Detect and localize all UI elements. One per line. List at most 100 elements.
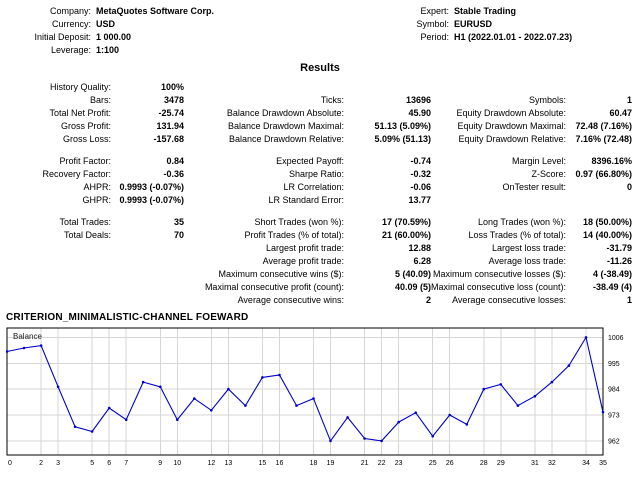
stat-value-r15c1 [111,268,184,281]
stat-value-r2c5: 60.47 [609,108,632,118]
stat-label-r6c4: Margin Level: [511,156,566,166]
y-axis-tick-label: 962 [608,438,620,445]
stat-value-r0c1: 100% [160,82,184,92]
stat-value-r14c5: -11.26 [606,256,632,266]
stat-label-r2c2: Balance Drawdown Absolute: [226,108,344,118]
stats-spacer [6,207,632,216]
header-left-label-2: Initial Deposit: [34,32,91,42]
stat-value-r17c3: 2 [425,295,431,305]
stat-label-r14c0 [6,255,111,268]
header-left-value-3: 1:100 [96,45,120,55]
criterion-title: CRITERION_MINIMALISTIC-CHANNEL FOEWARD [6,312,249,323]
stat-value-r3c3: 51.13 (5.09%) [374,121,431,131]
stat-value-r2c3: 45.90 [408,108,431,118]
stat-value-r11c1: 35 [173,217,184,227]
balance-chart: Balance 962 973 984 995 1006 0 2 3 5 6 7 9 10 12 13 15 16… [5,325,634,473]
stat-value-r9c5 [566,194,632,207]
y-axis-tick-label: 995 [608,361,620,368]
stat-label-r13c2: Largest profit trade: [265,243,344,253]
y-axis-tick-label: 984 [608,387,620,394]
stat-value-r0c5 [566,81,632,94]
stat-label-r0c4 [431,81,566,94]
x-axis-tick-label: 12 [207,460,215,467]
stat-label-r4c0: Gross Loss: [62,134,111,144]
stat-label-r15c0 [6,268,111,281]
stat-label-r4c2: Balance Drawdown Relative: [228,134,344,144]
header-left-value-2: 1 000.00 [96,32,132,42]
report-header: Company: MetaQuotes Software Corp. Currenc… [6,5,634,56]
stat-value-r16c1 [111,281,184,294]
stat-label-r4c4: Equity Drawdown Relative: [458,134,566,144]
header-right-label-2: Period: [420,32,449,42]
stat-label-r3c0: Gross Profit: [60,121,111,131]
stat-label-r11c0: Total Trades: [59,217,111,227]
stat-label-r9c4 [431,194,566,207]
stat-label-r1c0: Bars: [89,95,111,105]
stat-value-r9c1: 0.9993 (-0.07%) [119,195,184,205]
stat-value-r1c1: 3478 [163,95,184,105]
stat-label-r0c0: History Quality: [49,82,111,92]
header-right-label-0: Expert: [420,6,449,16]
stat-label-r16c0 [6,281,111,294]
header-left-label-1: Currency: [51,19,91,29]
stat-value-r6c1: 0.84 [166,156,184,166]
stat-value-r4c5: 7.16% (72.48) [575,134,632,144]
stat-label-r14c4: Average loss trade: [488,256,566,266]
stat-label-r17c2: Average consecutive wins: [237,295,344,305]
chart-legend-balance: Balance [13,332,42,341]
stat-label-r12c2: Profit Trades (% of total): [244,230,344,240]
stat-label-r16c4: Maximal consecutive loss (count): [431,282,567,292]
stat-value-r14c1 [111,255,184,268]
x-axis-tick-label: 6 [107,460,111,467]
stat-label-r6c2: Expected Payoff: [276,156,344,166]
stat-value-r0c3 [344,81,431,94]
header-left-label-0: Company: [49,6,91,16]
x-axis-tick-label: 3 [56,460,60,467]
stat-value-r12c5: 14 (40.00%) [582,230,632,240]
y-axis-tick-label: 1006 [608,335,624,342]
x-axis-tick-label: 19 [327,460,335,467]
stat-label-r16c2: Maximal consecutive profit (count): [204,282,344,292]
x-axis-tick-label: 10 [173,460,181,467]
stat-value-r8c3: -0.06 [410,182,431,192]
x-axis-tick-label: 21 [361,460,369,467]
stat-value-r2c1: -25.74 [158,108,184,118]
x-axis-tick-label: 2 [39,460,43,467]
stat-label-r2c4: Equity Drawdown Absolute: [456,108,566,118]
y-axis-tick-label: 973 [608,413,620,420]
stat-label-r11c2: Short Trades (won %): [254,217,344,227]
stat-value-r12c3: 21 (60.00%) [381,230,431,240]
stat-value-r1c5: 1 [626,95,632,105]
x-axis-tick-label: 5 [90,460,94,467]
stat-value-r7c5: 0.97 (66.80%) [575,169,632,179]
stat-value-r7c3: -0.32 [410,169,431,179]
header-right-value-2: H1 (2022.01.01 - 2022.07.23) [454,32,573,42]
stat-label-r3c2: Balance Drawdown Maximal: [227,121,344,131]
stat-label-r15c4: Maximum consecutive losses ($): [432,269,566,279]
stat-label-r8c0: AHPR: [83,182,111,192]
stat-label-r8c2: LR Correlation: [283,182,344,192]
header-right-label-1: Symbol: [416,19,449,29]
header-left-block: Company: MetaQuotes Software Corp. Currenc… [6,5,306,56]
stat-label-r13c4: Largest loss trade: [491,243,566,253]
stat-value-r13c1 [111,242,184,255]
header-left-value-0: MetaQuotes Software Corp. [96,6,215,16]
x-axis-tick-label: 31 [531,460,539,467]
stat-label-r17c4: Average consecutive losses: [452,295,566,305]
stat-value-r12c1: 70 [173,230,184,240]
stat-value-r6c5: 8396.16% [591,156,632,166]
stat-label-r9c2: LR Standard Error: [268,195,344,205]
stat-value-r15c3: 5 (40.09) [394,269,431,279]
results-title: Results [300,62,340,74]
stat-value-r13c5: -31.79 [606,243,632,253]
stat-label-r11c4: Long Trades (won %): [477,217,566,227]
x-axis-tick-label: 29 [497,460,505,467]
stat-label-r6c0: Profit Factor: [59,156,111,166]
stat-label-r14c2: Average profit trade: [262,256,344,266]
x-axis-tick-label: 18 [310,460,318,467]
stat-value-r3c5: 72.48 (7.16%) [575,121,632,131]
x-axis-tick-label: 0 [8,460,12,467]
stat-label-r12c0: Total Deals: [63,230,111,240]
x-axis-tick-label: 23 [395,460,403,467]
